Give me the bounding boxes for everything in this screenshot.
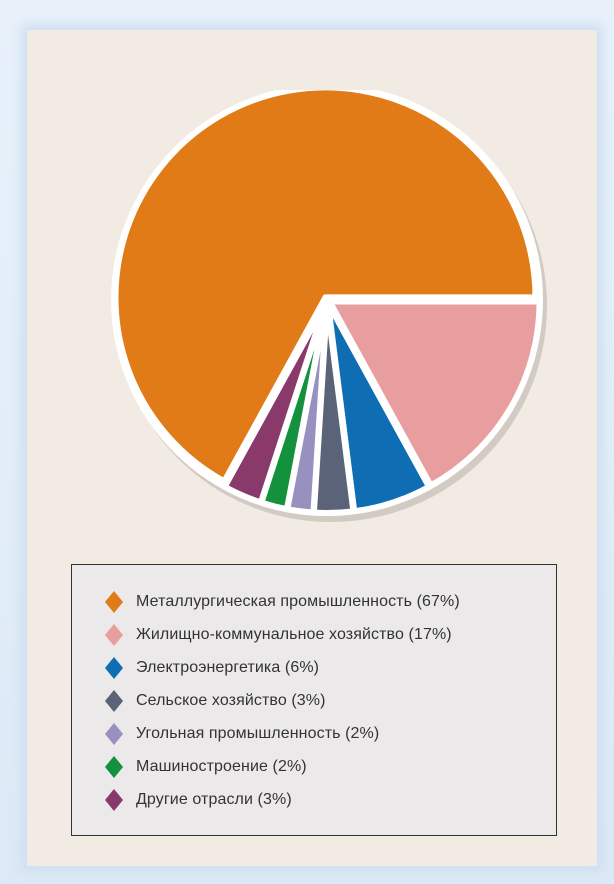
legend-marker-icon xyxy=(105,756,123,778)
legend-label: Сельское хозяйство (3%) xyxy=(136,692,326,709)
legend-marker-icon xyxy=(105,657,123,679)
legend-marker-icon xyxy=(105,789,123,811)
pie-chart xyxy=(111,90,547,522)
legend-marker-icon xyxy=(105,591,123,613)
legend-marker-icon xyxy=(105,624,123,646)
pie-slice-0 xyxy=(112,90,539,485)
legend-item: Жилищно-коммунальное хозяйство (17%) xyxy=(104,620,556,650)
legend-item: Машиностроение (2%) xyxy=(104,752,556,782)
pie-slice-1 xyxy=(326,298,543,489)
legend-label: Жилищно-коммунальное хозяйство (17%) xyxy=(136,626,452,643)
legend-label: Машиностроение (2%) xyxy=(136,758,307,775)
legend-label: Другие отрасли (3%) xyxy=(136,791,292,808)
legend-item: Металлургическая промышленность (67%) xyxy=(104,587,556,617)
legend-label: Металлургическая промышленность (67%) xyxy=(136,593,460,610)
pie-slice-6 xyxy=(221,299,329,506)
legend-item: Сельское хозяйство (3%) xyxy=(104,686,556,716)
legend-label: Электроэнергетика (6%) xyxy=(136,659,320,676)
legend-label: Угольная промышленность (2%) xyxy=(136,725,380,742)
chart-panel: Металлургическая промышленность (67%) Жил… xyxy=(27,30,597,866)
legend-marker-icon xyxy=(105,723,123,745)
legend-item: Другие отрасли (3%) xyxy=(104,785,556,815)
legend-item: Электроэнергетика (6%) xyxy=(104,653,556,683)
chart-legend: Металлургическая промышленность (67%) Жил… xyxy=(71,564,557,836)
legend-item: Угольная промышленность (2%) xyxy=(104,719,556,749)
legend-marker-icon xyxy=(105,690,123,712)
